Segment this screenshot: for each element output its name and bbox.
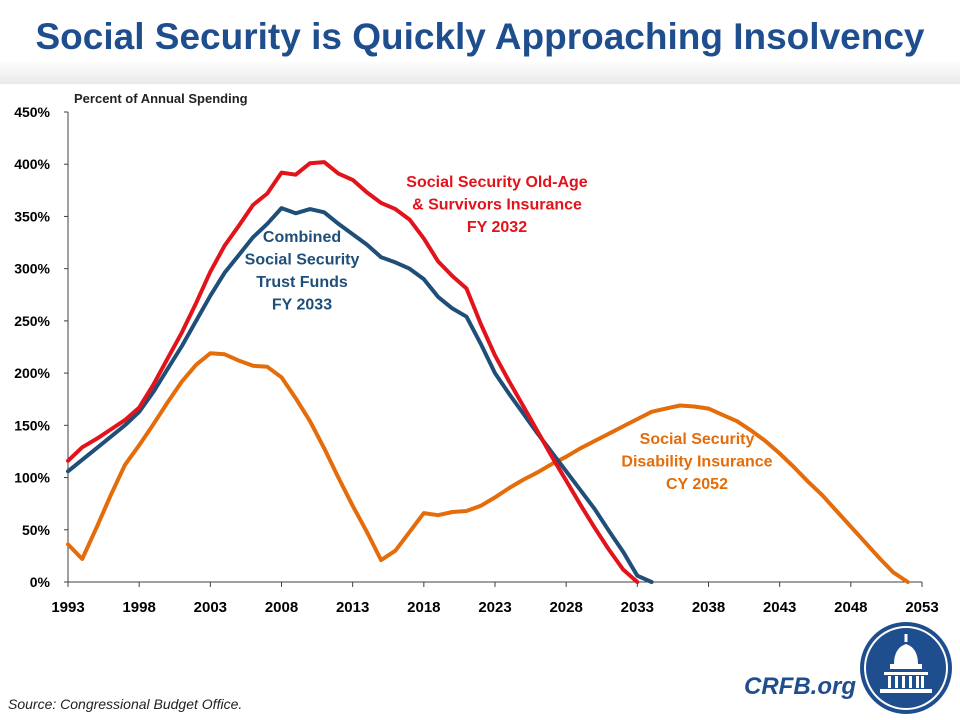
x-tick-label: 2038 bbox=[692, 599, 725, 616]
y-tick-label: 100% bbox=[14, 470, 50, 486]
y-tick-label: 350% bbox=[14, 208, 50, 224]
combined-series-label: Combined bbox=[263, 229, 341, 246]
oasi-series-label: & Survivors Insurance bbox=[412, 197, 582, 214]
chart-title: Social Security is Quickly Approaching I… bbox=[35, 16, 925, 57]
di-series-label: CY 2052 bbox=[666, 476, 728, 493]
x-tick-label: 1993 bbox=[51, 599, 84, 616]
x-tick-label: 2008 bbox=[265, 599, 298, 616]
y-tick-label: 450% bbox=[14, 104, 50, 120]
combined-series-label: FY 2033 bbox=[272, 297, 332, 314]
y-tick-label: 200% bbox=[14, 365, 50, 381]
y-tick-label: 50% bbox=[22, 522, 51, 538]
x-tick-label: 2013 bbox=[336, 599, 369, 616]
x-tick-label: 2048 bbox=[834, 599, 867, 616]
combined-series-line bbox=[66, 206, 654, 584]
combined-series-label: Trust Funds bbox=[256, 274, 348, 291]
x-tick-label: 2043 bbox=[763, 599, 796, 616]
di-series-label: Disability Insurance bbox=[621, 454, 772, 471]
x-tick-label: 2053 bbox=[905, 599, 938, 616]
capitol-seal-icon bbox=[860, 622, 952, 714]
y-tick-label: 250% bbox=[14, 313, 50, 329]
y-tick-label: 400% bbox=[14, 156, 50, 172]
x-tick-label: 2018 bbox=[407, 599, 440, 616]
title-band bbox=[0, 0, 960, 84]
source-note: Source: Congressional Budget Office. bbox=[8, 696, 243, 712]
x-tick-label: 2028 bbox=[549, 599, 582, 616]
y-tick-label: 150% bbox=[14, 417, 50, 433]
y-tick-label: 0% bbox=[30, 574, 51, 590]
x-tick-label: 2033 bbox=[621, 599, 654, 616]
x-tick-label: 1998 bbox=[122, 599, 155, 616]
y-axis-label: Percent of Annual Spending bbox=[74, 91, 248, 106]
di-series-line bbox=[66, 351, 910, 584]
oasi-series-label: Social Security Old-Age bbox=[406, 174, 587, 191]
x-tick-label: 2003 bbox=[194, 599, 227, 616]
brand-label: CRFB.org bbox=[744, 673, 856, 700]
combined-series-label: Social Security bbox=[245, 252, 360, 269]
oasi-series-label: FY 2032 bbox=[467, 219, 527, 236]
di-series-label: Social Security bbox=[640, 431, 755, 448]
x-tick-label: 2023 bbox=[478, 599, 511, 616]
y-tick-label: 300% bbox=[14, 261, 50, 277]
oasi-series-line bbox=[66, 160, 640, 584]
